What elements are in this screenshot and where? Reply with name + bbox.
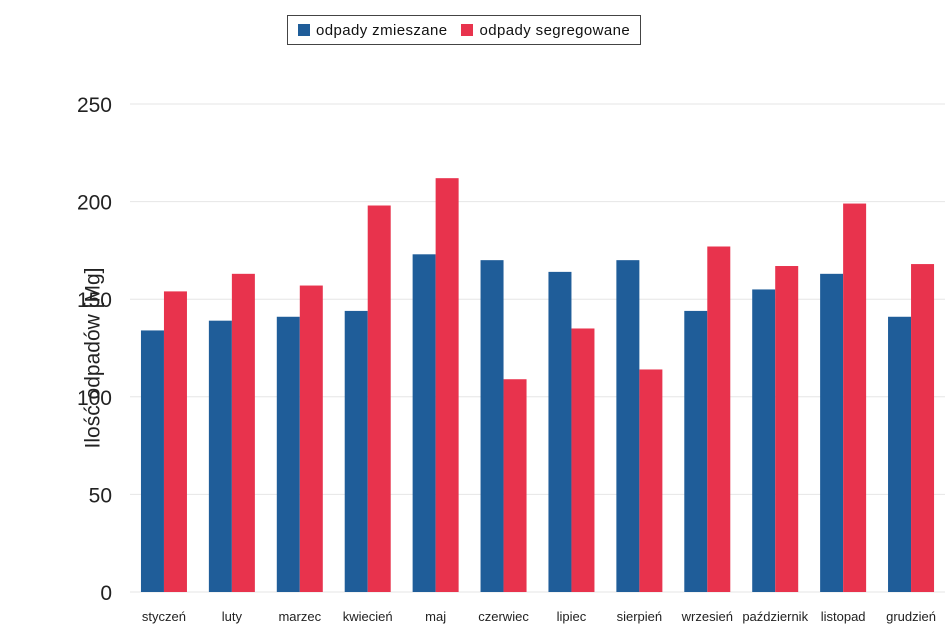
bar-mixed xyxy=(616,260,640,592)
x-tick-label: luty xyxy=(222,609,243,624)
x-ticks: styczeń luty marzec kwiecień maj czerwiec lipi… xyxy=(142,609,936,624)
y-tick-label: 150 xyxy=(77,289,112,312)
x-tick-label: maj xyxy=(425,609,446,624)
bar-segregated xyxy=(367,205,391,592)
x-tick-label: wrzesień xyxy=(681,609,733,624)
y-tick-label: 100 xyxy=(77,387,112,410)
y-tick-label: 50 xyxy=(89,484,112,507)
bar-segregated xyxy=(571,328,595,592)
bar-segregated xyxy=(843,203,867,592)
bars xyxy=(140,178,935,592)
y-tick-label: 250 xyxy=(77,94,112,117)
bar-mixed xyxy=(276,316,300,592)
bar-mixed xyxy=(412,254,436,592)
bar-segregated xyxy=(299,285,323,592)
bar-mixed xyxy=(344,310,368,592)
bar-segregated xyxy=(911,264,935,592)
bar-segregated xyxy=(231,273,255,592)
bar-segregated xyxy=(775,266,799,592)
bar-mixed xyxy=(140,330,164,592)
x-tick-label: sierpień xyxy=(617,609,663,624)
bar-segregated xyxy=(163,291,187,592)
y-tick-label: 0 xyxy=(100,582,112,605)
bar-segregated xyxy=(639,369,663,592)
legend-label-mixed: odpady zmieszane xyxy=(316,21,448,39)
legend-item-segregated: odpady segregowane xyxy=(461,22,630,39)
bar-mixed xyxy=(888,316,912,592)
bar-segregated xyxy=(435,178,459,592)
x-tick-label: czerwiec xyxy=(478,609,529,624)
bar-mixed xyxy=(480,260,504,592)
x-tick-label: marzec xyxy=(278,609,321,624)
y-tick-label: 200 xyxy=(77,192,112,215)
x-tick-label: styczeń xyxy=(142,609,186,624)
x-tick-label: lipiec xyxy=(557,609,587,624)
x-tick-label: listopad xyxy=(821,609,866,624)
bar-segregated xyxy=(503,379,527,592)
bar-segregated xyxy=(707,246,731,592)
bar-mixed xyxy=(548,271,572,592)
bar-mixed xyxy=(752,289,776,592)
legend-item-mixed: odpady zmieszane xyxy=(298,22,447,39)
x-tick-label: kwiecień xyxy=(343,609,393,624)
bar-mixed xyxy=(684,310,708,592)
y-ticks: 0 50 100 150 200 250 xyxy=(77,94,112,605)
x-tick-label: grudzień xyxy=(886,609,936,624)
grid xyxy=(130,103,945,593)
legend: odpady zmieszane odpady segregowane xyxy=(287,15,642,45)
x-tick-label: październik xyxy=(742,609,808,624)
legend-swatch-mixed xyxy=(298,24,310,36)
bar-mixed xyxy=(820,273,844,592)
bar-mixed xyxy=(208,320,232,592)
legend-swatch-segregated xyxy=(461,24,474,36)
legend-label-segregated: odpady segregowane xyxy=(479,21,631,39)
